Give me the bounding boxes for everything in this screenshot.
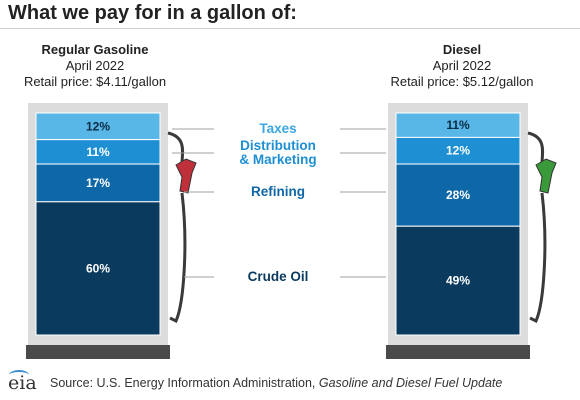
title-divider [0, 28, 580, 29]
chart-title: What we pay for in a gallon of: [8, 2, 297, 24]
gasoline-segment-label-0: 12% [86, 119, 110, 133]
source-prefix: Source: U.S. Energy Information Administ… [50, 376, 319, 390]
diesel-segment-2 [395, 163, 521, 227]
gasoline-fuel-nozzle-icon [175, 158, 197, 194]
gasoline-date: April 2022 [65, 58, 125, 73]
gasoline-hose-lower [169, 192, 187, 324]
source-note: Source: U.S. Energy Information Administ… [50, 376, 502, 390]
gasoline-segment-label-2: 17% [86, 176, 110, 190]
series-label-3-0: Crude Oil [248, 269, 309, 284]
diesel-price: Retail price: $5.12/gallon [390, 74, 534, 89]
series-label-2-0: Refining [251, 184, 305, 199]
source-title: Gasoline and Diesel Fuel Update [318, 376, 503, 390]
diesel-segment-label-2: 28% [446, 188, 470, 202]
eia-logo-arc-icon [9, 370, 29, 380]
gasoline-segment-label-1: 11% [86, 145, 110, 159]
diesel-label: Diesel [442, 42, 482, 57]
gasoline-price: Retail price: $4.11/gallon [23, 74, 167, 89]
diesel-segment-0 [395, 112, 521, 138]
diesel-segment-3 [395, 225, 521, 336]
gasoline-segment-3 [35, 201, 161, 336]
footer: eia Source: U.S. Energy Information Admi… [8, 370, 568, 394]
gasoline-pump-base [26, 345, 170, 359]
eia-logo: eia [8, 372, 37, 394]
diesel-header: Diesel April 2022 Retail price: $5.12/ga… [367, 42, 557, 90]
series-label-0-0: Taxes [259, 121, 296, 136]
gasoline-label: Regular Gasoline [41, 42, 149, 57]
diesel-pump-base [386, 345, 530, 359]
gasoline-header: Regular Gasoline April 2022 Retail price… [0, 42, 190, 90]
gasoline-segment-label-3: 60% [86, 261, 110, 275]
diesel-segment-label-1: 12% [446, 144, 470, 158]
diesel-date: April 2022 [432, 58, 492, 73]
series-label-1-0: Distribution [240, 138, 316, 153]
diesel-segment-label-3: 49% [446, 274, 470, 288]
diesel-fuel-nozzle-icon [535, 158, 557, 194]
diesel-hose-lower [529, 192, 547, 324]
series-label-1-1: & Marketing [239, 152, 316, 167]
diesel-segment-label-0: 11% [446, 118, 470, 132]
